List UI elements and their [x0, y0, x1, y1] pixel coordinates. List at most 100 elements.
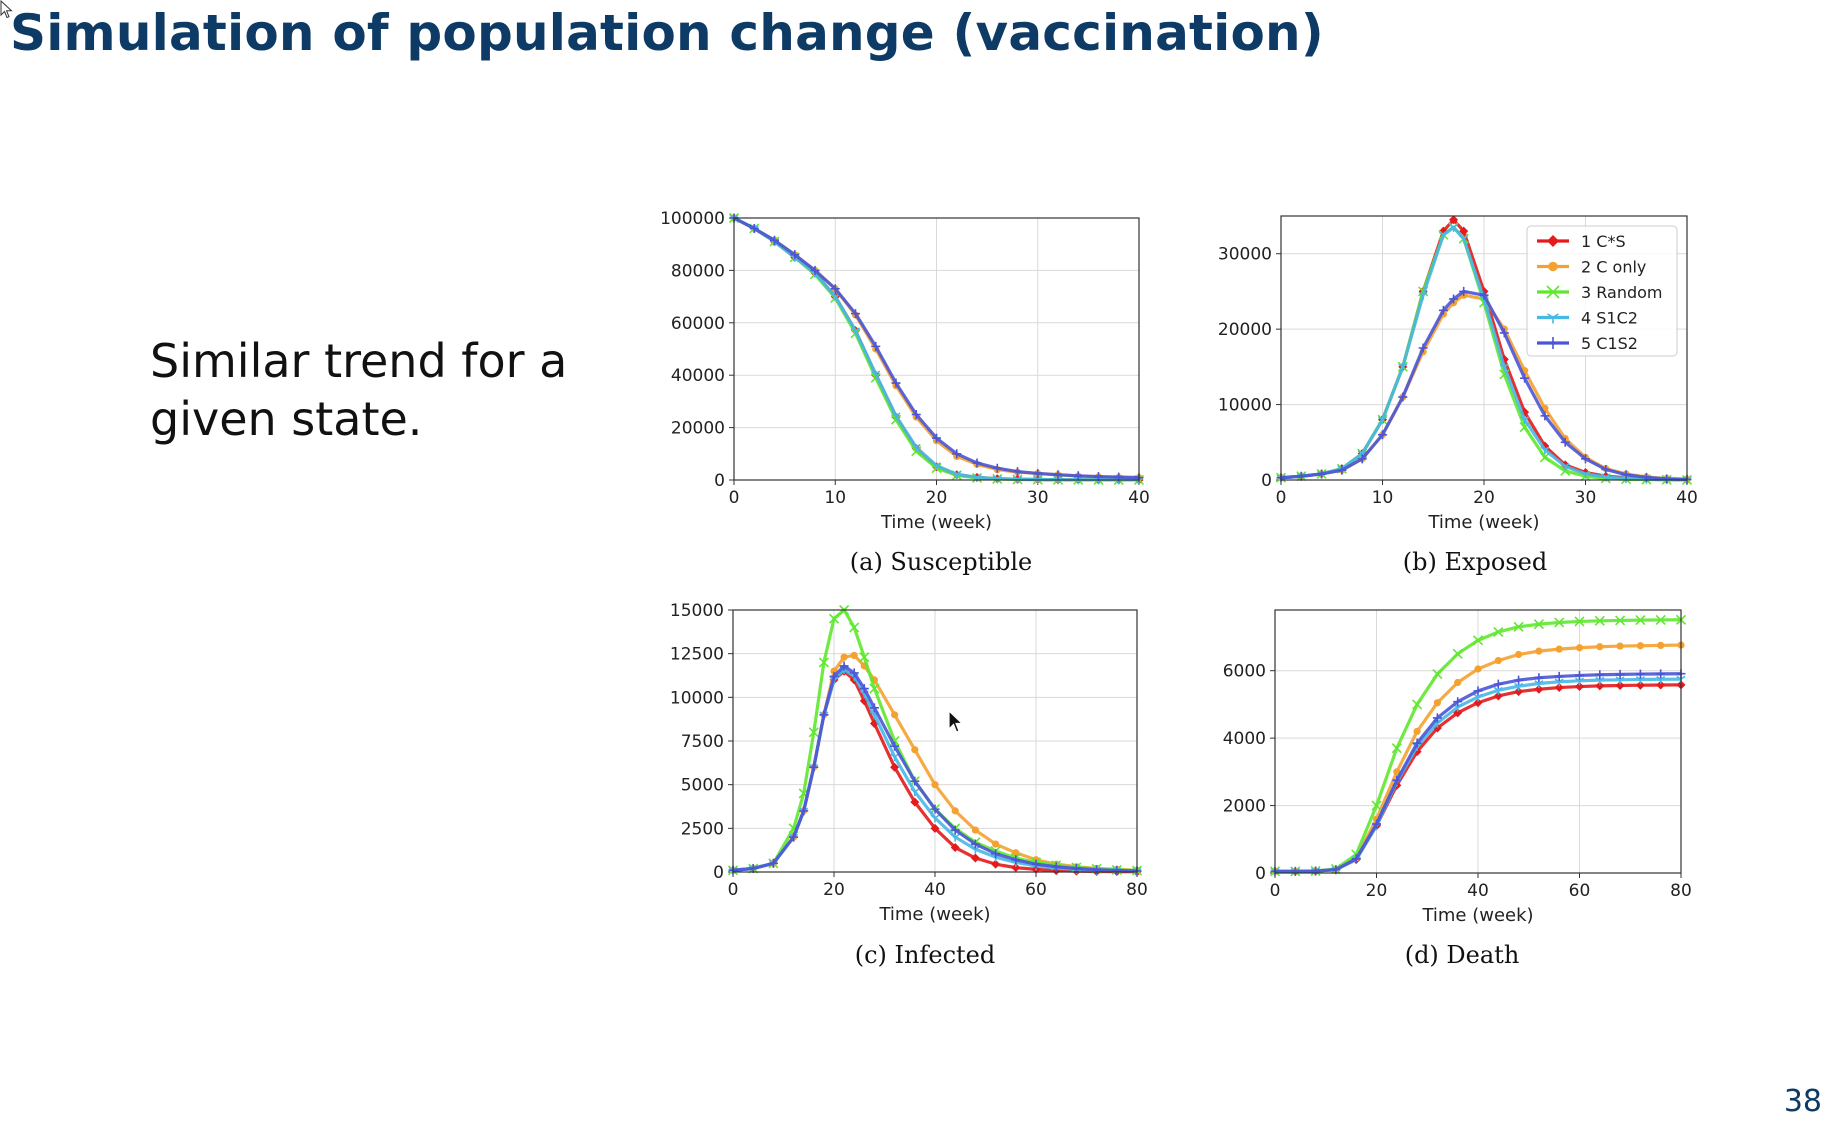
data-point [891, 711, 899, 719]
plot-frame [733, 217, 1140, 481]
data-point [1594, 615, 1605, 626]
panel-caption: (a) Susceptible [850, 548, 1032, 576]
data-point [851, 309, 860, 319]
x-tick-label: 20 [926, 488, 948, 508]
x-tick-label: 10 [1372, 488, 1394, 508]
page-number: 38 [1783, 1084, 1822, 1119]
data-point [1459, 226, 1469, 236]
y-tick-label: 100000 [660, 209, 725, 229]
y-tick-label: 5000 [681, 776, 724, 796]
data-point [869, 683, 880, 694]
data-point [1413, 727, 1421, 735]
data-point [1011, 863, 1021, 873]
data-point [1657, 641, 1665, 650]
data-point [930, 823, 940, 833]
y-tick-label: 0 [1255, 864, 1266, 884]
x-tick-label: 0 [728, 880, 739, 900]
data-point [1635, 680, 1645, 690]
legend-item: 5 C1S2 [1537, 334, 1638, 353]
data-point [932, 462, 941, 471]
data-point [1290, 866, 1300, 876]
chart-panel-4: 0 20 40 60 80 0 2000 4000 6000 Time (week) (d) Dea… [1223, 609, 1692, 969]
y-tick-label: 40000 [671, 366, 725, 386]
legend-label: 5 C1S2 [1581, 334, 1638, 353]
y-tick-label: 20000 [671, 419, 725, 439]
x-tick-label: 0 [729, 488, 740, 508]
data-point [1449, 223, 1459, 232]
data-point [1575, 682, 1584, 692]
data-point [1575, 644, 1584, 652]
data-point [1031, 859, 1041, 869]
y-tick-label: 15000 [670, 601, 724, 621]
data-point [810, 265, 820, 275]
x-tick-label: 20 [1473, 488, 1495, 508]
data-point [839, 661, 849, 671]
data-point [911, 410, 921, 419]
data-point [859, 652, 870, 663]
x-axis-label: Time (week) [878, 904, 990, 925]
panel-caption: (d) Death [1405, 941, 1520, 969]
data-point [1372, 819, 1381, 829]
data-point [1012, 849, 1020, 857]
x-axis-label: Time (week) [1427, 512, 1539, 533]
series-3 [1269, 614, 1687, 877]
data-point [930, 804, 940, 814]
data-point [1621, 470, 1631, 480]
legend-label: 3 Random [1581, 283, 1663, 302]
data-point [830, 284, 840, 294]
data-point [1615, 669, 1625, 679]
data-point [1616, 642, 1624, 650]
data-point [971, 826, 980, 834]
data-point [1662, 474, 1672, 484]
data-point [1453, 697, 1463, 707]
y-tick-label: 6000 [1223, 662, 1266, 682]
x-tick-label: 40 [1467, 881, 1489, 901]
data-point [1514, 675, 1524, 685]
data-point [1438, 231, 1448, 240]
plot-frame [1274, 609, 1682, 874]
data-point [1655, 614, 1666, 626]
data-point [1449, 294, 1459, 304]
series-line [1280, 225, 1688, 482]
data-point [1560, 463, 1570, 471]
data-point [1535, 647, 1543, 655]
data-point [1539, 452, 1550, 463]
data-point [911, 746, 919, 754]
data-point [1575, 677, 1584, 686]
legend-item: 4 S1C2 [1537, 309, 1638, 328]
x-tick-label: 0 [1270, 881, 1281, 901]
data-point [1378, 430, 1387, 440]
data-point [789, 832, 799, 842]
data-point [890, 762, 900, 772]
data-point [1656, 675, 1666, 684]
data-point [808, 727, 819, 738]
data-point [1311, 866, 1321, 876]
data-point [1520, 373, 1530, 383]
y-tick-label: 2500 [681, 819, 724, 839]
data-point [1601, 464, 1611, 474]
data-point [1596, 643, 1604, 651]
x-tick-label: 0 [1276, 488, 1287, 508]
data-point [1656, 680, 1666, 690]
data-point [1393, 768, 1401, 776]
legend-box [1526, 225, 1678, 357]
data-point [768, 858, 778, 868]
data-point [1452, 648, 1463, 659]
data-point [1615, 676, 1625, 685]
data-point [1601, 473, 1611, 482]
data-point [890, 741, 900, 751]
series-5 [729, 213, 1144, 483]
x-tick-label: 40 [924, 880, 946, 900]
data-point [972, 458, 982, 468]
chart-panel-2: 0 10 20 30 40 0 10000 20000 30000 Time (week) (b) … [1218, 215, 1698, 576]
data-point [991, 859, 1001, 869]
legend-marker [1547, 235, 1559, 247]
x-tick-label: 10 [824, 488, 846, 508]
data-point [1595, 676, 1605, 685]
data-point [1534, 680, 1544, 689]
data-point [1534, 684, 1544, 694]
plot-frame [1280, 215, 1688, 481]
data-point [1554, 678, 1564, 687]
x-tick-label: 40 [1676, 488, 1698, 508]
